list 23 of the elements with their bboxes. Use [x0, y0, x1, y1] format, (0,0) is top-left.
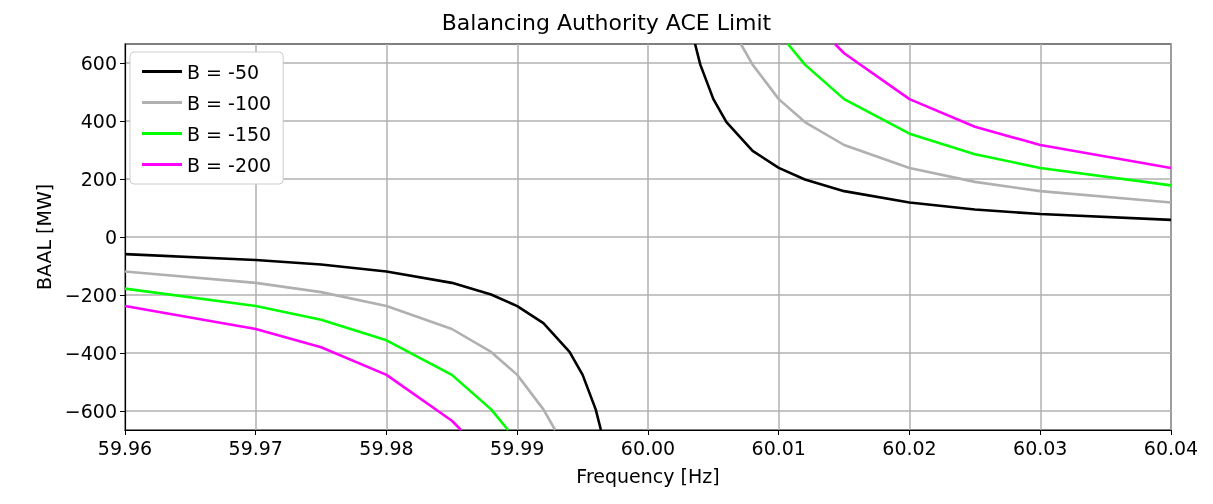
y-axis-title: BAAL [MW] — [33, 183, 56, 291]
legend-label: B = -50 — [187, 60, 260, 83]
x-tick-label: 60.03 — [1013, 436, 1068, 459]
y-tick-label: 200 — [80, 167, 117, 190]
x-tick-label: 59.97 — [228, 436, 283, 459]
x-tick-label: 60.04 — [1143, 436, 1199, 459]
x-axis-title: Frequency [Hz] — [576, 464, 720, 487]
y-tick-label: −400 — [64, 342, 117, 365]
y-tick-label: −200 — [64, 284, 117, 307]
x-tick-label: 60.00 — [620, 436, 676, 459]
y-tick-label: −600 — [64, 400, 117, 423]
legend-label: B = -200 — [187, 153, 272, 176]
chart-title: Balancing Authority ACE Limit — [441, 9, 772, 35]
y-tick-label: 600 — [80, 51, 117, 74]
x-tick-label: 60.01 — [751, 436, 806, 459]
x-tick-label: 60.02 — [882, 436, 937, 459]
x-tick-label: 59.98 — [359, 436, 414, 459]
x-tick-label: 59.99 — [490, 436, 545, 459]
y-tick-label: 400 — [80, 109, 117, 132]
legend-label: B = -100 — [187, 91, 272, 114]
legend-label: B = -150 — [187, 122, 272, 145]
x-tick-label: 59.96 — [97, 436, 153, 459]
y-tick-label: 0 — [104, 226, 117, 248]
